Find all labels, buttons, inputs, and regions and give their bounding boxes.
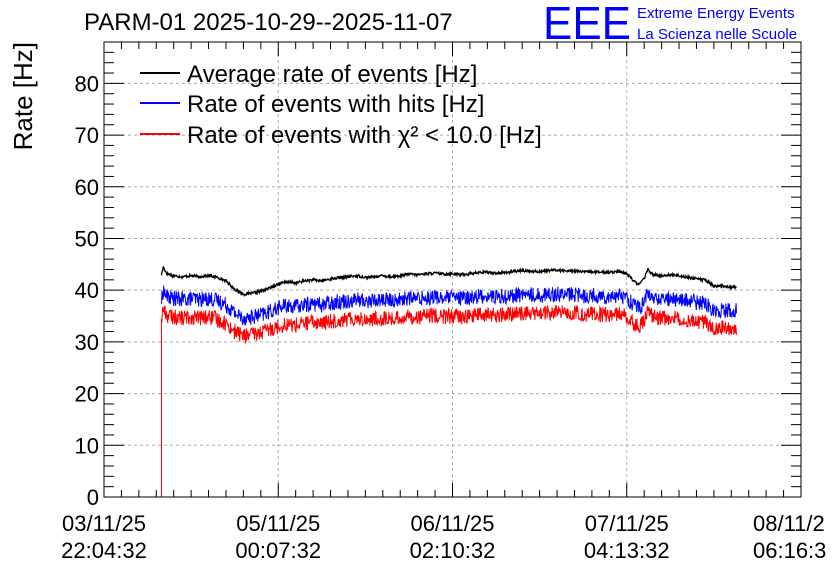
axis-ticks <box>103 41 802 498</box>
legend-label-hits: Rate of events with hits [Hz] <box>187 91 484 118</box>
x-tick-date-0: 03/11/25 <box>62 511 146 536</box>
x-tick-time-2: 02:10:32 <box>410 538 496 563</box>
y-tick-label-6: 60 <box>75 175 99 200</box>
series-layer <box>160 266 738 497</box>
x-tick-time-1: 00:07:32 <box>235 538 321 563</box>
y-tick-label-4: 40 <box>75 278 99 303</box>
y-tick-label-7: 70 <box>75 123 99 148</box>
x-tick-time-3: 04:13:32 <box>584 538 670 563</box>
y-tick-label-3: 30 <box>75 330 99 355</box>
chart-title: PARM-01 2025-10-29--2025-11-07 <box>84 9 453 36</box>
eee-logo: EEE Extreme Energy Events La Scienza nel… <box>543 0 797 49</box>
series-line-2 <box>161 305 738 497</box>
y-tick-label-2: 20 <box>75 382 99 407</box>
logo-line-1: Extreme Energy Events <box>637 5 795 22</box>
legend: Average rate of events [Hz] Rate of even… <box>140 61 542 149</box>
x-tick-time-0: 22:04:32 <box>61 538 147 563</box>
x-tick-date-4: 08/11/2 <box>753 511 825 536</box>
x-tick-date-1: 05/11/25 <box>236 511 320 536</box>
legend-label-average: Average rate of events [Hz] <box>187 61 477 88</box>
y-tick-label-0: 0 <box>87 485 99 510</box>
y-tick-labels: 0 10 20 30 40 50 60 70 80 <box>75 71 99 510</box>
series-line-1 <box>161 285 738 326</box>
y-tick-label-1: 10 <box>75 433 99 458</box>
y-tick-label-8: 80 <box>75 71 99 96</box>
y-axis-label: Rate [Hz] <box>8 42 38 150</box>
y-tick-label-5: 50 <box>75 226 99 251</box>
x-tick-date-2: 06/11/25 <box>410 511 494 536</box>
series-line-0 <box>160 266 737 298</box>
eee-logo-mark: EEE <box>543 0 631 49</box>
legend-label-chi2: Rate of events with χ² < 10.0 [Hz] <box>187 122 542 149</box>
x-tick-time-4: 06:16:3 <box>753 538 826 563</box>
logo-line-2: La Scienza nelle Scuole <box>637 26 797 43</box>
grid-lines <box>104 42 801 497</box>
x-tick-date-3: 07/11/25 <box>585 511 669 536</box>
